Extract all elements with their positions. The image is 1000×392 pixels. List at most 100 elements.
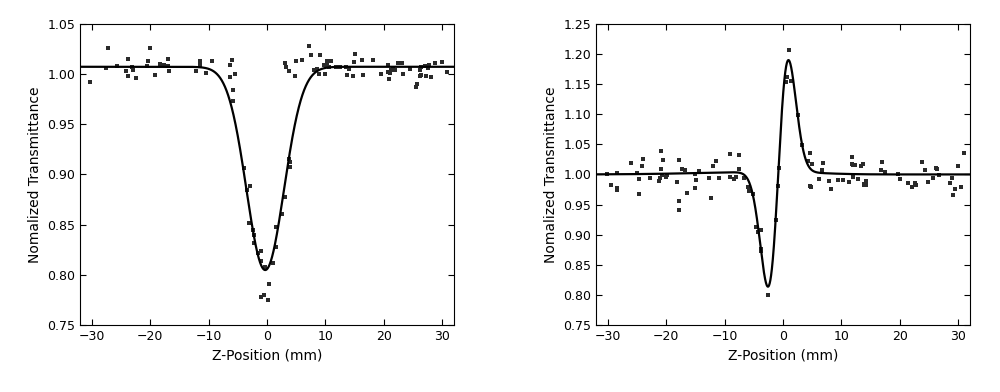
Point — [703, 195, 719, 201]
Point — [332, 64, 348, 70]
Point — [845, 162, 861, 168]
Point — [387, 67, 403, 73]
Point — [823, 186, 839, 192]
Point — [953, 184, 969, 191]
Point — [844, 161, 860, 167]
Point — [856, 182, 872, 188]
Point — [250, 249, 266, 256]
Point — [642, 175, 658, 181]
Point — [858, 182, 874, 189]
Point — [142, 45, 158, 51]
Point — [225, 87, 241, 93]
Point — [623, 160, 639, 166]
Point — [98, 65, 114, 71]
Point — [873, 167, 889, 173]
Point — [301, 43, 317, 49]
Point — [708, 158, 724, 164]
Point — [253, 258, 269, 264]
Point — [741, 188, 757, 194]
Point — [659, 172, 675, 179]
Point — [835, 177, 851, 183]
Point — [225, 98, 241, 104]
Point — [802, 183, 818, 189]
Point — [412, 67, 428, 73]
Point — [753, 245, 769, 252]
Point — [309, 65, 325, 72]
Point — [671, 157, 687, 163]
Y-axis label: Nomalized Transmittance: Nomalized Transmittance — [544, 86, 558, 263]
Point — [294, 57, 310, 63]
Point — [711, 174, 727, 181]
Point — [381, 76, 397, 82]
Point — [277, 60, 293, 67]
Point — [120, 56, 136, 62]
Point — [653, 148, 669, 154]
Point — [204, 58, 220, 64]
Point — [268, 224, 284, 230]
Point — [160, 56, 176, 62]
Point — [942, 180, 958, 186]
Point — [892, 176, 908, 182]
Point — [188, 68, 204, 74]
Point — [945, 192, 961, 198]
Point — [928, 165, 944, 171]
Point — [192, 58, 208, 65]
Point — [434, 59, 450, 65]
Point — [907, 180, 923, 186]
Point — [321, 64, 337, 70]
Point — [253, 294, 269, 300]
Point — [722, 151, 738, 157]
Point — [877, 169, 893, 175]
Point — [317, 71, 333, 77]
Point — [227, 71, 243, 77]
Point — [394, 60, 410, 66]
Point — [731, 166, 747, 172]
Point — [268, 244, 284, 250]
Point — [603, 181, 619, 188]
X-axis label: Z-Position (mm): Z-Position (mm) — [212, 349, 322, 363]
Point — [790, 111, 806, 118]
Point — [853, 163, 869, 169]
Point — [750, 229, 766, 236]
Point — [124, 64, 140, 71]
Point — [412, 73, 428, 79]
Point — [722, 174, 738, 180]
Point — [821, 178, 837, 184]
Point — [736, 175, 752, 181]
Point — [347, 51, 363, 57]
Point — [287, 73, 303, 79]
Point — [651, 178, 667, 184]
Point — [380, 62, 396, 69]
Point — [631, 191, 647, 197]
Point — [850, 176, 866, 182]
Point — [753, 227, 769, 233]
Point — [413, 72, 429, 78]
Point — [161, 68, 177, 74]
Point — [417, 62, 433, 69]
Point — [609, 187, 625, 193]
Point — [634, 163, 650, 169]
Point — [890, 171, 906, 178]
Point — [841, 178, 857, 185]
Point — [278, 64, 294, 70]
Point — [688, 177, 704, 183]
Point — [128, 75, 144, 81]
Point — [242, 183, 258, 189]
Point — [383, 67, 399, 73]
Point — [418, 73, 434, 80]
Point — [917, 167, 933, 173]
Point — [246, 240, 262, 246]
Point — [328, 64, 344, 70]
Point — [402, 66, 418, 73]
Point — [655, 157, 671, 163]
Point — [260, 297, 276, 303]
Point — [222, 74, 238, 80]
Point — [382, 69, 398, 76]
Point — [904, 184, 920, 191]
Point — [118, 68, 134, 74]
Point — [281, 68, 297, 74]
Point — [152, 61, 168, 67]
Point — [814, 167, 830, 173]
Point — [373, 71, 389, 77]
Point — [635, 156, 651, 162]
